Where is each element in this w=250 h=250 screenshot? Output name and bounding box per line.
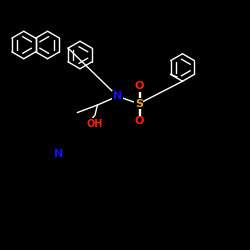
- Text: N: N: [54, 149, 64, 159]
- Text: O: O: [134, 116, 143, 126]
- Text: N: N: [113, 91, 122, 101]
- Text: S: S: [135, 99, 143, 109]
- Text: OH: OH: [87, 119, 103, 129]
- Text: O: O: [134, 81, 143, 91]
